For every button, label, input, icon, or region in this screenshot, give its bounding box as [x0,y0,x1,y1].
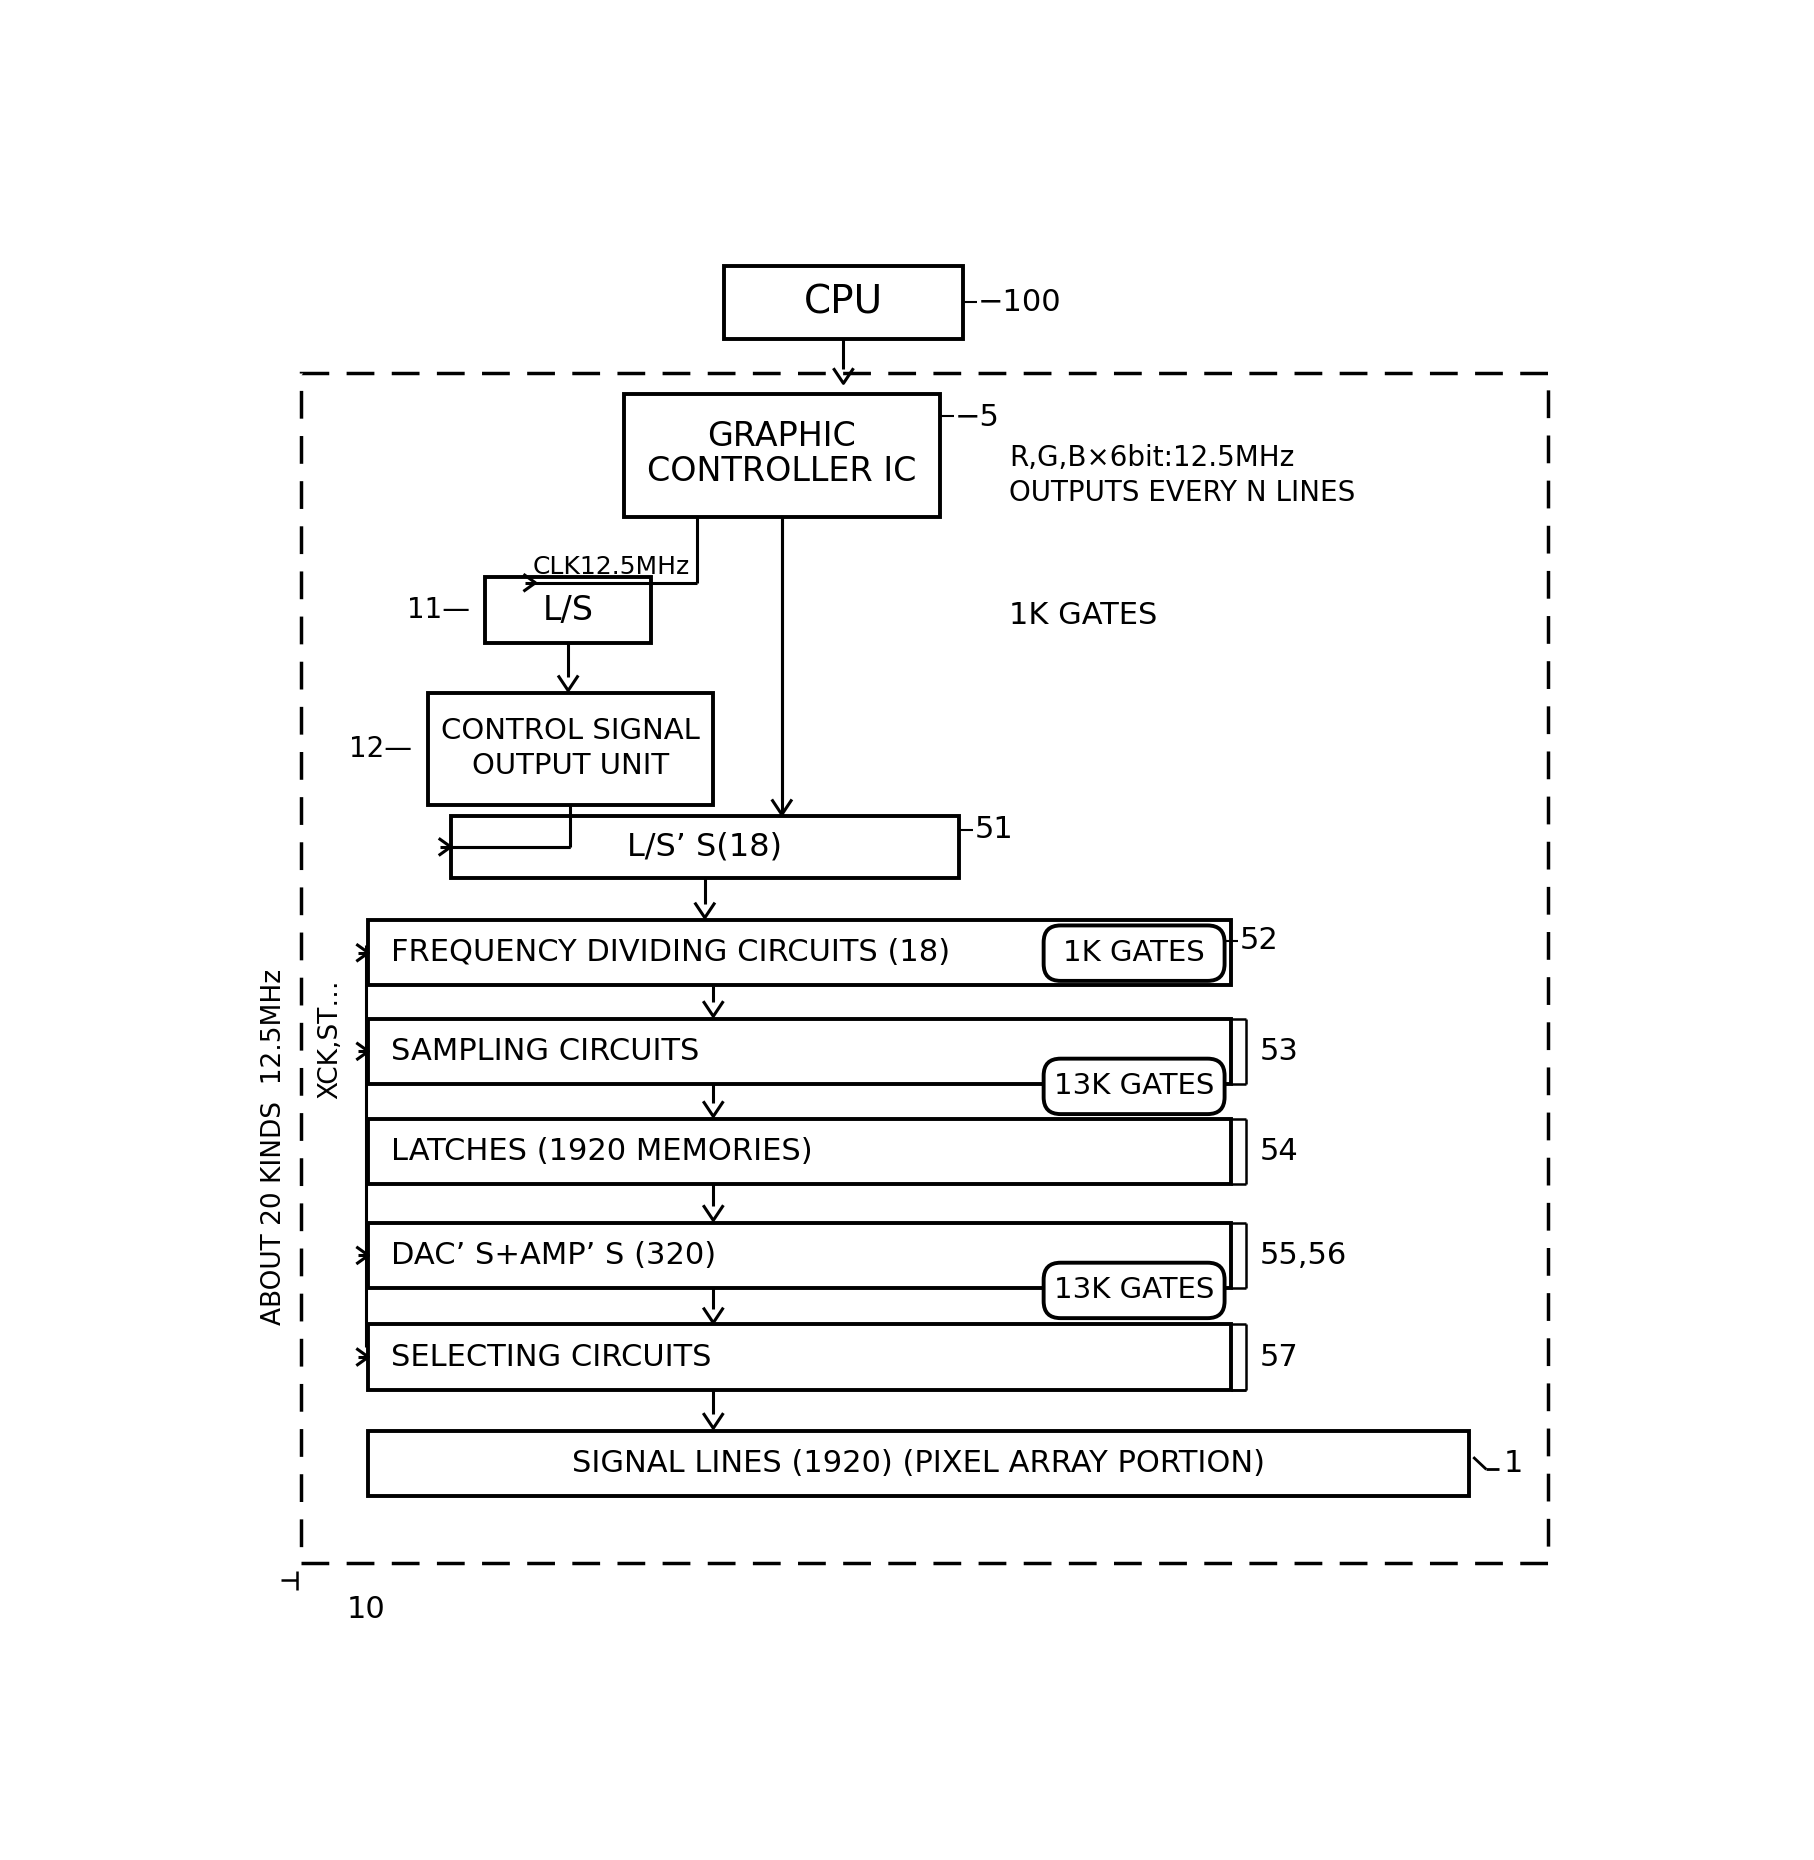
Text: −5: −5 [956,404,1000,432]
Text: OUTPUT UNIT: OUTPUT UNIT [472,751,669,779]
Text: DAC’ S+AMP’ S (320): DAC’ S+AMP’ S (320) [392,1241,717,1270]
Text: L/S: L/S [542,593,593,627]
Bar [301,374,1547,1562]
Text: GRAPHIC: GRAPHIC [707,420,856,454]
Bar [368,1430,1469,1495]
Text: R,G,B×6bit:12.5MHz: R,G,B×6bit:12.5MHz [1009,445,1295,472]
Text: SAMPLING CIRCUITS: SAMPLING CIRCUITS [392,1036,700,1066]
Text: L/S’ S(18): L/S’ S(18) [628,831,782,863]
Text: 52: 52 [1241,926,1279,956]
Text: 54: 54 [1259,1136,1299,1166]
Text: 53: 53 [1259,1036,1299,1066]
Text: 1K GATES: 1K GATES [1063,939,1204,967]
Text: FREQUENCY DIVIDING CIRCUITS (18): FREQUENCY DIVIDING CIRCUITS (18) [392,937,951,967]
FancyBboxPatch shape [1043,1058,1224,1114]
Text: 13K GATES: 13K GATES [1054,1073,1214,1101]
Bar [624,394,940,517]
Text: CONTROL SIGNAL: CONTROL SIGNAL [441,718,700,746]
Text: SELECTING CIRCUITS: SELECTING CIRCUITS [392,1343,711,1371]
Text: −100: −100 [978,288,1061,316]
Text: CPU: CPU [804,283,883,322]
Bar [450,817,960,878]
Bar [724,266,963,339]
FancyBboxPatch shape [1043,1263,1224,1319]
Text: 1: 1 [1504,1449,1524,1479]
FancyBboxPatch shape [1043,926,1224,980]
Bar [368,1019,1230,1084]
Text: 12—: 12— [350,735,412,763]
Text: CLK12.5MHz: CLK12.5MHz [532,556,689,580]
Text: XCK,ST…: XCK,ST… [317,980,343,1099]
Bar [368,1324,1230,1389]
Text: 10: 10 [346,1594,386,1624]
Text: 55,56: 55,56 [1259,1241,1346,1270]
Bar [368,1118,1230,1185]
Bar [486,577,651,644]
Text: 13K GATES: 13K GATES [1054,1276,1214,1304]
Text: LATCHES (1920 MEMORIES): LATCHES (1920 MEMORIES) [392,1136,813,1166]
Text: 1K GATES: 1K GATES [1009,601,1157,631]
Text: CONTROLLER IC: CONTROLLER IC [648,454,916,487]
Text: 57: 57 [1259,1343,1299,1371]
Text: 51: 51 [974,815,1012,844]
Bar [368,921,1230,986]
Text: OUTPUTS EVERY N LINES: OUTPUTS EVERY N LINES [1009,478,1355,506]
Text: SIGNAL LINES (1920) (PIXEL ARRAY PORTION): SIGNAL LINES (1920) (PIXEL ARRAY PORTION… [573,1449,1266,1479]
Text: 11—: 11— [406,595,470,625]
Bar [428,694,713,805]
Bar [368,1222,1230,1289]
Text: ABOUT 20 KINDS  12.5MHz: ABOUT 20 KINDS 12.5MHz [261,969,287,1326]
